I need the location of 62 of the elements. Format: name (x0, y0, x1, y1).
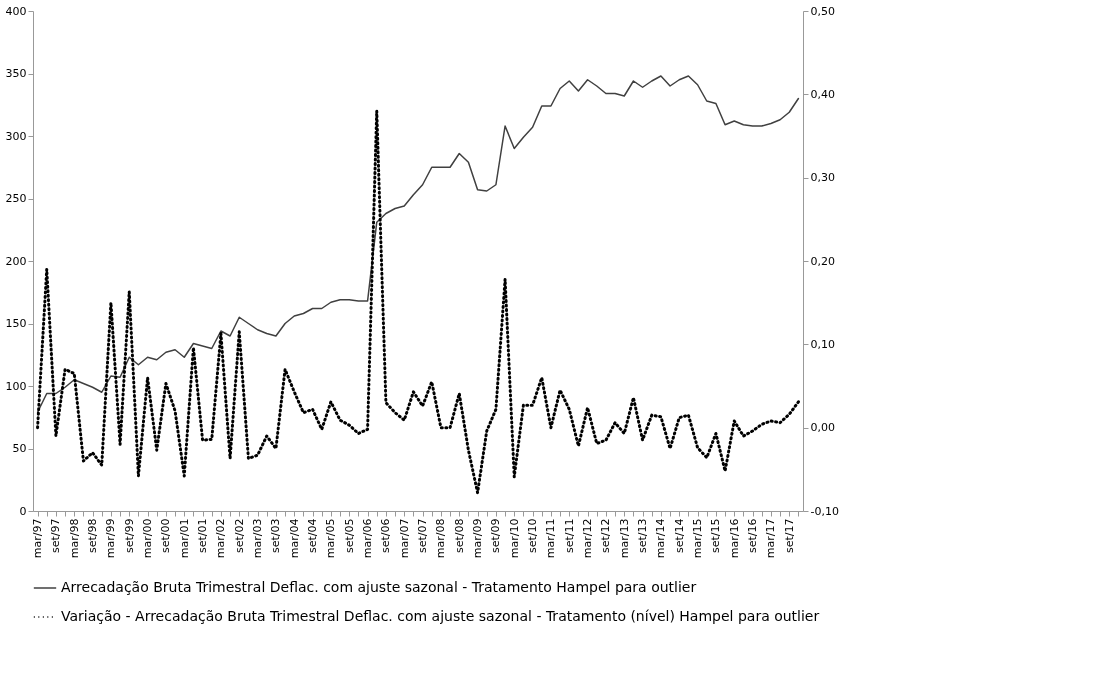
x-tick-label: set/11 (562, 518, 576, 554)
x-tick-label: mar/02 (214, 518, 228, 559)
y-tick-label: 0 (19, 504, 27, 518)
y-tick-label: 300 (5, 129, 27, 143)
y-tick-label: 200 (5, 254, 27, 268)
x-tick-label: set/13 (636, 518, 650, 554)
x-tick-label: set/09 (489, 518, 503, 554)
line-series (36, 75, 800, 413)
y2-tick-label: 0,00 (810, 421, 835, 435)
x-tick-label: set/10 (526, 518, 540, 554)
y2-tick-label: -0,10 (810, 504, 839, 518)
x-tick-label: set/08 (452, 518, 466, 554)
x-tick-label: set/04 (306, 518, 320, 554)
x-tick-label: set/07 (416, 518, 430, 554)
x-tick-label: mar/00 (141, 518, 155, 559)
legend-label: Variação - Arrecadação Bruta Trimestral Deflac. com ajuste sazonal - Tratamento (nível) Hampel para outlier (61, 608, 820, 624)
y-tick-label: 150 (5, 317, 27, 330)
x-tick-label: mar/11 (544, 518, 558, 559)
x-tick-label: mar/07 (397, 518, 411, 559)
y2-tick-label: 0,20 (810, 254, 835, 268)
x-tick-label: mar/05 (324, 518, 338, 559)
x-tick-label: set/02 (232, 518, 246, 554)
y-tick-label: 250 (5, 192, 27, 205)
x-tick-label: set/99 (122, 518, 136, 554)
y2-tick-label: 0,50 (810, 4, 835, 18)
y2-tick-label: 0,40 (810, 87, 835, 101)
y-tick-label: 400 (5, 4, 27, 18)
x-tick-label: mar/15 (691, 518, 705, 559)
x-tick-label: set/16 (746, 518, 760, 554)
x-tick-label: mar/04 (287, 518, 301, 559)
x-tick-label: set/12 (599, 518, 613, 554)
x-tick-label: mar/97 (31, 518, 45, 559)
x-tick-label: mar/10 (507, 518, 521, 559)
x-tick-label: mar/08 (434, 518, 448, 559)
legend-label: Arrecadação Bruta Trimestral Deflac. com ajuste sazonal - Tratamento Hampel para outlier (61, 579, 697, 595)
x-tick-label: set/97 (49, 518, 63, 554)
x-tick-label: set/03 (269, 518, 283, 554)
y-tick-label: 350 (5, 67, 27, 80)
y2-tick-label: 0,30 (810, 171, 835, 185)
x-tick-label: mar/01 (177, 518, 191, 559)
x-tick-label: set/05 (342, 518, 356, 554)
x-tick-label: set/06 (379, 518, 393, 554)
y-tick-label: 50 (12, 442, 27, 455)
x-tick-label: mar/14 (654, 518, 668, 559)
x-tick-label: mar/17 (764, 518, 778, 559)
x-tick-label: mar/16 (727, 518, 741, 559)
line-series (36, 109, 800, 495)
x-tick-label: set/00 (159, 518, 173, 554)
y-tick-label: 100 (5, 379, 27, 393)
x-tick-label: mar/09 (471, 518, 485, 559)
x-tick-label: mar/06 (361, 518, 375, 559)
x-tick-label: mar/12 (581, 518, 595, 559)
y2-tick-label: 0,10 (810, 337, 835, 351)
x-tick-label: mar/13 (617, 518, 631, 559)
x-tick-label: set/98 (86, 518, 100, 554)
x-tick-label: set/01 (196, 518, 210, 554)
x-tick-label: set/15 (709, 518, 723, 554)
x-tick-label: set/17 (782, 518, 796, 554)
x-tick-label: mar/99 (104, 518, 118, 559)
x-tick-label: mar/03 (251, 518, 265, 559)
x-tick-label: mar/98 (67, 518, 81, 559)
x-tick-label: set/14 (672, 518, 686, 554)
